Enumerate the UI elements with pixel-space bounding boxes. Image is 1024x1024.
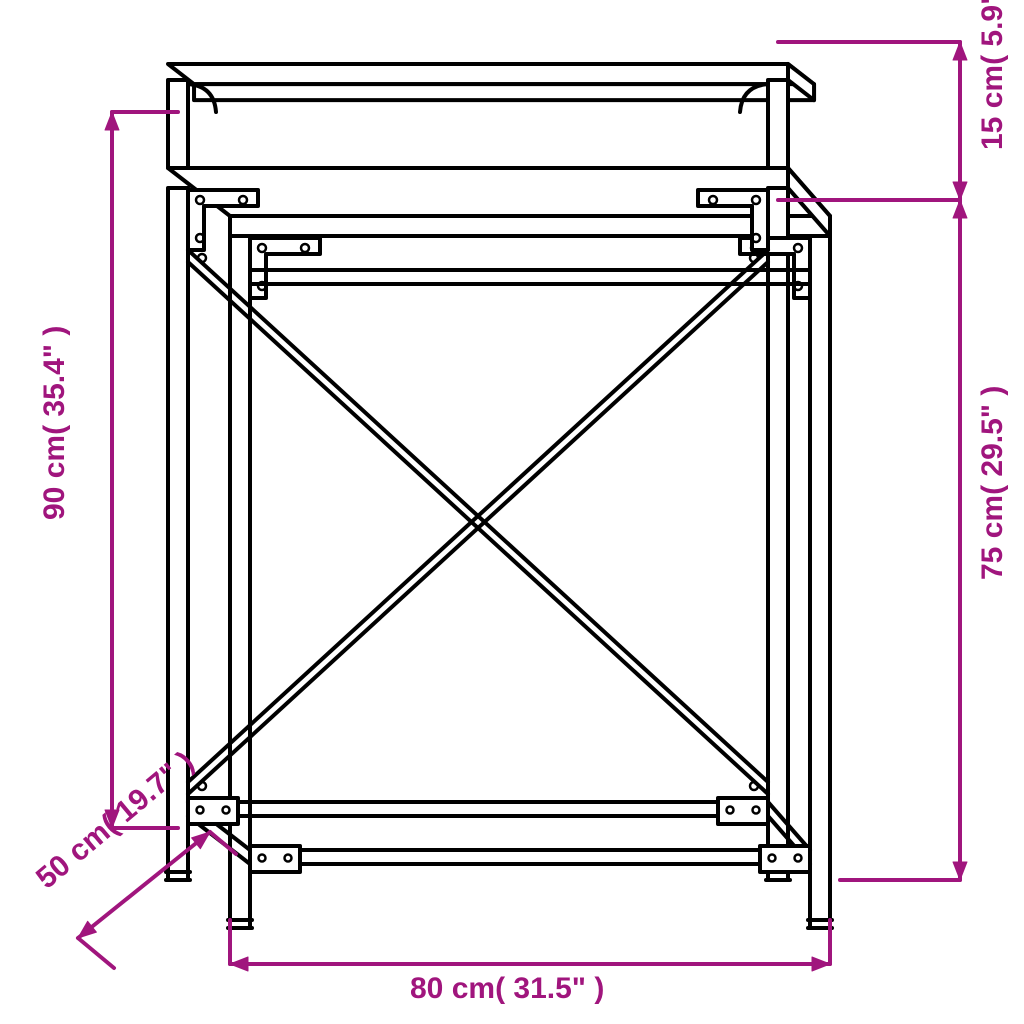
dim-cm: 75 cm — [976, 495, 1009, 580]
desk-line-drawing — [166, 64, 832, 928]
dimension-label-total_height: 90 cm( 35.4" ) — [38, 326, 72, 520]
dim-cm: 90 cm — [38, 435, 71, 520]
dim-in: 29.5" — [976, 404, 1009, 477]
dimension-label-table_height: 75 cm( 29.5" ) — [976, 386, 1010, 580]
dim-in: 5.9" — [976, 0, 1009, 47]
dimension-label-shelf_height: 15 cm( 5.9" ) — [976, 0, 1010, 150]
dim-cm: 80 cm — [410, 972, 495, 1005]
dimension-label-width: 80 cm( 31.5" ) — [410, 972, 604, 1006]
dim-in: 31.5" — [513, 972, 586, 1005]
dim-in: 35.4" — [38, 344, 71, 417]
dim-cm: 15 cm — [976, 65, 1009, 150]
